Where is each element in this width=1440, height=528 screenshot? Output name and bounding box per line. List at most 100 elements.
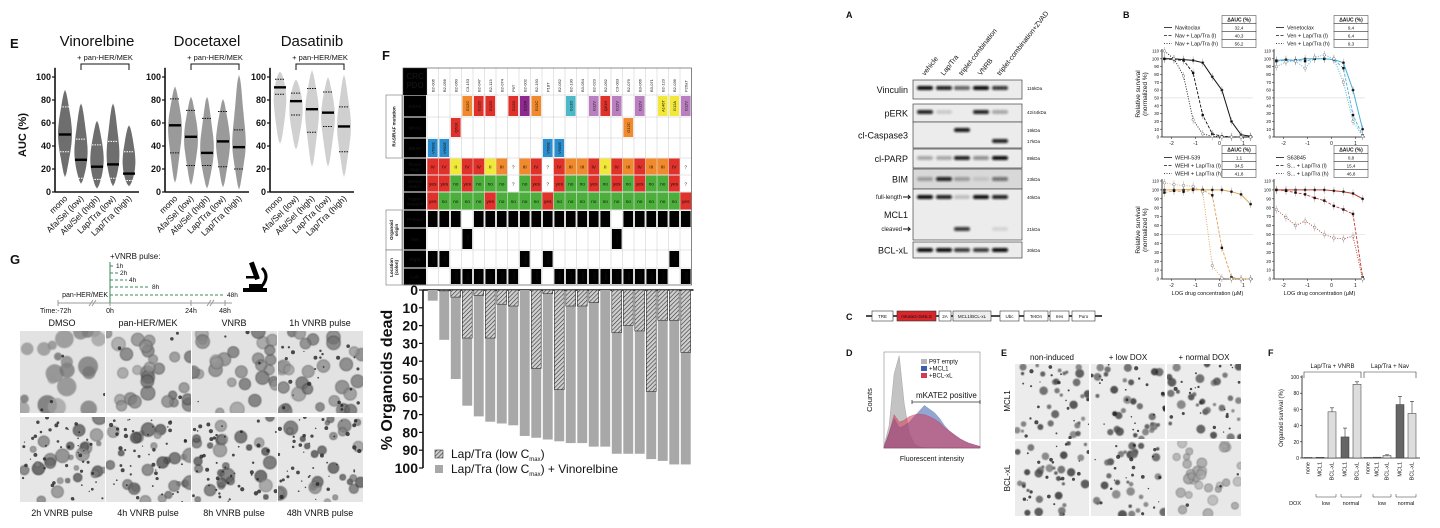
- debris: [1034, 420, 1039, 425]
- organoid: [64, 477, 71, 484]
- debris: [1151, 455, 1154, 458]
- micrograph-dmso: [20, 331, 105, 413]
- debris: [1078, 460, 1081, 462]
- organoid: [1104, 459, 1111, 466]
- debris: [70, 497, 75, 501]
- debris: [196, 430, 199, 432]
- bracket-label: + pan-HER/MEK: [187, 53, 243, 62]
- debris: [77, 444, 79, 447]
- organoid: [1187, 472, 1196, 480]
- debris: [319, 349, 322, 353]
- y-tick-label: 50: [402, 371, 418, 387]
- protein-label: cl-Caspase3: [858, 131, 908, 141]
- organoid: [1055, 476, 1061, 482]
- legend-label: WEHI + Lap/Tra (h): [1175, 172, 1223, 178]
- organoid: [115, 400, 128, 412]
- debris: [135, 496, 140, 500]
- cell-label: no: [672, 200, 678, 205]
- data-point: [1313, 188, 1317, 192]
- organoid: [203, 483, 217, 497]
- debris: [148, 453, 150, 456]
- table-border: [402, 67, 692, 286]
- organoid: [326, 335, 341, 351]
- organoid: [1218, 442, 1230, 453]
- organoid: [1083, 442, 1088, 447]
- legend-label: Nav + Lap/Tra (l): [1175, 34, 1216, 40]
- debris: [31, 436, 35, 440]
- legend-text-part: ): [541, 447, 545, 461]
- organoid: [326, 417, 335, 424]
- organoid: [226, 377, 237, 388]
- dox-level-label: low: [1322, 501, 1330, 507]
- debris: [88, 490, 90, 493]
- legend-label: Ven + Lap/Tra (l): [1287, 34, 1328, 40]
- debris: [1158, 475, 1162, 480]
- organoid: [178, 382, 190, 394]
- curve: [1276, 58, 1364, 130]
- organoid: [1019, 364, 1027, 371]
- debris: [224, 335, 227, 338]
- y-tick-label: 60: [1293, 407, 1299, 413]
- organoid: [1194, 480, 1204, 490]
- organoid: [328, 395, 341, 407]
- bar-none: [1363, 457, 1373, 459]
- cell-label: III: [649, 164, 653, 170]
- organoid: [1168, 421, 1173, 426]
- debris: [222, 470, 224, 473]
- mutation-cell: [519, 96, 530, 116]
- organoid: [184, 350, 191, 364]
- bar-lap-tra: [438, 289, 450, 292]
- panel-label-e2: E: [1001, 348, 1007, 358]
- data-point: [1201, 113, 1204, 117]
- bar-lap-tra: [657, 289, 668, 321]
- debris: [1057, 380, 1061, 385]
- y-tick-label: 90: [1154, 64, 1159, 69]
- panel-label-f: F: [382, 48, 390, 63]
- debris: [307, 475, 310, 479]
- location-cell: [554, 269, 565, 284]
- data-point: [1342, 67, 1345, 70]
- protein-label: MCL1: [884, 210, 908, 220]
- data-point: [1332, 204, 1336, 208]
- organoid: [1069, 400, 1078, 409]
- pulse-title: +VNRB pulse:: [110, 252, 160, 261]
- gate-bracket: [911, 400, 981, 404]
- bar-bcl-xl: [1382, 455, 1392, 459]
- mets-cell: [473, 175, 485, 192]
- organoid: [1024, 509, 1031, 516]
- row-label-cell: [404, 250, 426, 268]
- cell-label: Q61H: [603, 101, 608, 112]
- organoid: [206, 442, 214, 449]
- organoid: [1138, 494, 1144, 500]
- cell-label: yes: [613, 182, 621, 187]
- cell-label: yes: [429, 200, 437, 205]
- data-point: [1172, 183, 1176, 187]
- debris: [206, 422, 211, 427]
- row-label-cell: [404, 138, 426, 158]
- y-axis-label: Relative survival: [1135, 206, 1142, 254]
- y-tick-label: 10: [1154, 268, 1159, 273]
- debris: [1113, 479, 1116, 481]
- construct-element: [999, 310, 1020, 322]
- legend-label: Nav + Lap/Tra (h): [1175, 42, 1218, 48]
- primary-origin-cell: [496, 211, 507, 227]
- debris: [1125, 477, 1127, 479]
- mets-cell: [484, 175, 496, 192]
- axis-break: [206, 299, 215, 307]
- debris: [1194, 372, 1197, 375]
- organoid: [339, 473, 347, 481]
- debris: [341, 420, 343, 422]
- debris: [1140, 474, 1145, 479]
- organoid: [1156, 423, 1161, 427]
- mutation-cell: [588, 96, 599, 116]
- debris: [266, 449, 270, 453]
- cell-label: sigm: [603, 272, 608, 281]
- micrograph-48h-vnrb-pulse: [278, 417, 363, 502]
- data-point: [1201, 132, 1205, 136]
- debris: [192, 427, 197, 432]
- debris: [228, 498, 231, 501]
- data-point: [1323, 199, 1326, 202]
- y-tick-label: 100: [1152, 188, 1160, 193]
- mutation-cell: [531, 96, 542, 116]
- delta-auc-value: 34,5: [1235, 163, 1244, 168]
